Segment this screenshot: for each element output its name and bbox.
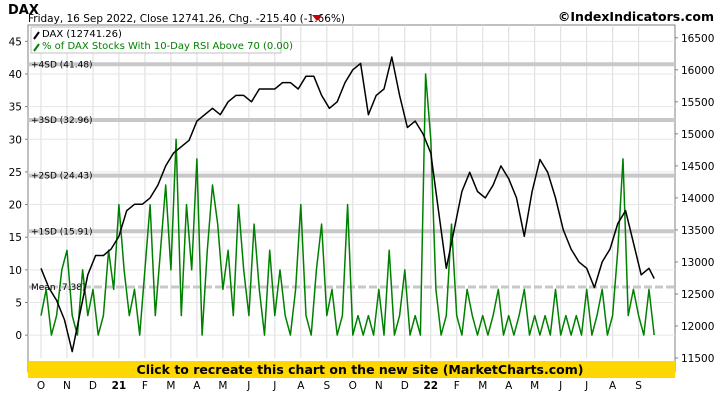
banner-link[interactable]: Click to recreate this chart on the new … (137, 362, 584, 377)
right-tick-label: 15000 (681, 129, 714, 141)
x-tick-label: S (635, 380, 642, 392)
x-tick-label: S (323, 380, 330, 392)
left-tick-label: 35 (9, 102, 22, 114)
recreate-banner[interactable]: Click to recreate this chart on the new … (28, 361, 675, 378)
left-tick-label: 5 (15, 298, 22, 310)
banner-background[interactable] (28, 361, 675, 378)
chart-title: DAX (8, 3, 39, 18)
x-tick-label: J (272, 380, 276, 392)
right-tick-label: 15500 (681, 97, 714, 109)
x-tick-label: A (193, 380, 201, 392)
x-tick-label: M (478, 380, 487, 392)
dax-line (40, 56, 655, 353)
x-tick-label: M (530, 380, 539, 392)
legend-swatch-dax (33, 31, 40, 40)
left-tick-label: 15 (9, 232, 22, 244)
right-tick-label: 14000 (681, 193, 714, 205)
left-tick-label: 20 (9, 200, 22, 212)
x-tick-label: 21 (112, 380, 127, 392)
right-tick-label: 13000 (681, 257, 714, 269)
right-tick-label: 12500 (681, 289, 714, 301)
left-tick-label: 0 (15, 330, 22, 342)
legend: DAX (12741.26) % of DAX Stocks With 10-D… (30, 26, 293, 54)
x-tick-label: D (89, 380, 97, 392)
x-tick-label: M (166, 380, 175, 392)
left-tick-label: 25 (9, 167, 22, 179)
x-tick-label: O (37, 380, 45, 392)
right-tick-label: 16000 (681, 65, 714, 77)
right-tick-label: 14500 (681, 161, 714, 173)
sd-band-label: +3SD (32.96) (31, 116, 93, 126)
left-tick-label: 30 (9, 134, 22, 146)
legend-box (30, 26, 282, 54)
legend-swatch-rsi (33, 43, 40, 52)
rsi-series-group (40, 73, 655, 336)
x-tick-label: N (63, 380, 71, 392)
x-tick-label: J (584, 380, 588, 392)
x-tick-label: N (375, 380, 383, 392)
rsi-line (40, 73, 655, 336)
sd-band-label: +4SD (41.48) (31, 60, 93, 70)
x-tick-label: J (246, 380, 250, 392)
chart-subtitle: Friday, 16 Sep 2022, Close 12741.26, Chg… (28, 13, 345, 25)
legend-label-dax: DAX (12741.26) (42, 29, 122, 40)
right-tick-label: 12000 (681, 321, 714, 333)
x-tick-label: A (297, 380, 305, 392)
down-arrow-icon (312, 15, 322, 21)
x-tick-label: A (505, 380, 513, 392)
left-tick-label: 40 (9, 69, 22, 81)
dax-series-group (40, 56, 655, 353)
x-tick-label: A (609, 380, 617, 392)
legend-label-rsi: % of DAX Stocks With 10-Day RSI Above 70… (42, 41, 293, 52)
right-tick-label: 13500 (681, 225, 714, 237)
sd-band-label: Mean (7.38) (31, 283, 85, 293)
sd-band-label: +2SD (24.43) (31, 172, 93, 182)
x-tick-label: 22 (423, 380, 438, 392)
right-tick-label: 16500 (681, 33, 714, 45)
x-tick-label: J (558, 380, 562, 392)
x-tick-label: D (401, 380, 409, 392)
left-tick-label: 10 (9, 265, 22, 277)
right-axis: 11500 12000 12500 13000 13500 14000 14500 15000… (675, 33, 714, 365)
brand-text: ©IndexIndicators.com (558, 9, 714, 24)
right-tick-label: 11500 (681, 353, 714, 365)
horizontal-gridlines (28, 40, 675, 336)
x-tick-label: F (142, 380, 148, 392)
x-tick-label: O (349, 380, 357, 392)
x-tick-label: F (454, 380, 460, 392)
x-tick-label: M (218, 380, 227, 392)
left-axis: 0 5 10 15 20 25 30 35 40 45 (9, 36, 28, 342)
left-tick-label: 45 (9, 36, 22, 48)
sd-band-label: +1SD (15.91) (31, 227, 93, 237)
